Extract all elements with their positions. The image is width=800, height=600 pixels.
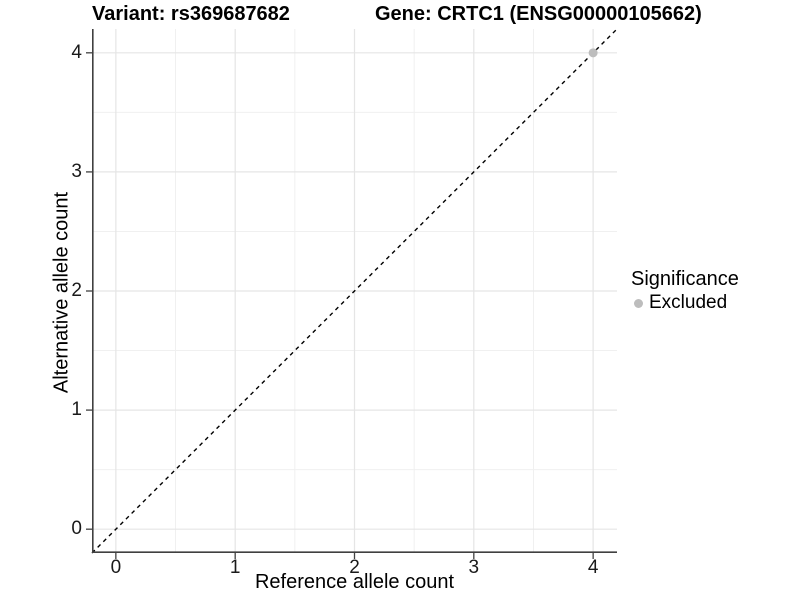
data-point [588,48,598,58]
plot-panel [86,28,618,559]
y-tick-label: 0 [71,518,82,540]
y-tick-label: 4 [71,41,82,63]
variant-title: Variant: rs369687682 [92,3,290,25]
legend-item-excluded: Excluded [631,292,739,314]
x-tick-label: 4 [587,557,599,578]
gene-title: Gene: CRTC1 (ENSG00000105662) [375,3,702,25]
x-tick-label: 2 [349,557,360,578]
x-tick-label: 3 [468,557,480,578]
y-axis-title: Alternative allele count [50,191,73,394]
x-axis-title: Reference allele count [254,571,454,593]
legend: Significance Excluded [631,267,739,314]
y-tick-label: 3 [71,160,82,182]
identity-line [91,28,618,554]
legend-title: Significance [631,268,739,290]
x-tick-label: 1 [229,557,241,578]
x-tick-label: 0 [110,557,122,578]
legend-item-label: Excluded [649,292,728,313]
plot-canvas [86,28,618,559]
y-tick-label: 2 [71,280,82,301]
excluded-point-icon [634,298,643,308]
y-tick-label: 1 [71,399,82,421]
